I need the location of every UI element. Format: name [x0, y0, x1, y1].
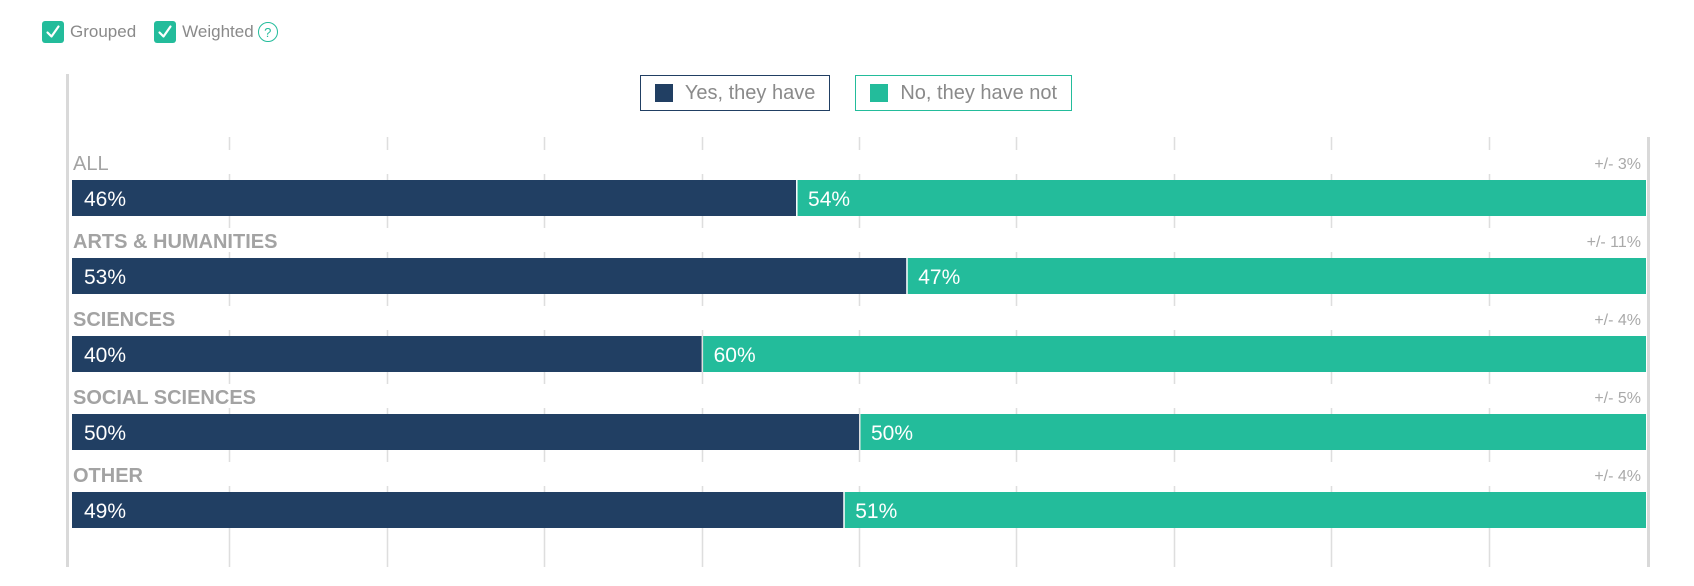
legend-item-no[interactable]: No, they have not: [855, 75, 1073, 111]
bar-yes: [72, 258, 907, 294]
legend-label-no: No, they have not: [900, 81, 1058, 104]
checkmark-icon: [154, 21, 177, 43]
weighted-checkbox[interactable]: Weighted: [154, 21, 254, 43]
bar-value-label-no: 54%: [808, 188, 850, 211]
bar-yes: [72, 492, 844, 528]
bar-value-label-no: 60%: [714, 344, 756, 367]
bar-no: [907, 258, 1646, 294]
margin-of-error-label: +/- 11%: [1587, 234, 1641, 251]
margin-of-error-label: +/- 4%: [1594, 468, 1641, 485]
bar-yes: [72, 336, 702, 372]
bar-value-label-no: 47%: [918, 266, 960, 289]
category-label: ALL: [73, 153, 109, 175]
category-label: ARTS & HUMANITIES: [73, 231, 277, 253]
chart-frame-left: [66, 74, 69, 567]
bar-yes: [72, 180, 797, 216]
margin-of-error-label: +/- 4%: [1594, 312, 1641, 329]
bar-value-label-yes: 53%: [84, 266, 126, 289]
category-label-band: [72, 384, 1646, 408]
bar-value-label-yes: 40%: [84, 344, 126, 367]
category-label: OTHER: [73, 465, 144, 487]
category-label-band: [72, 306, 1646, 330]
bar-value-label-no: 51%: [855, 500, 897, 523]
margin-of-error-label: +/- 3%: [1594, 156, 1641, 173]
bar-value-label-yes: 46%: [84, 188, 126, 211]
chart-frame-right: [1647, 137, 1650, 567]
grouped-label: Grouped: [70, 22, 137, 41]
chart-legend: Yes, they have No, they have not: [0, 75, 1694, 111]
legend-label-yes: Yes, they have: [684, 81, 816, 104]
chart-options: Grouped Weighted ?: [42, 20, 278, 44]
grouped-checkbox[interactable]: Grouped: [42, 21, 136, 43]
legend-swatch-yes: [654, 84, 673, 102]
bar-no: [703, 336, 1646, 372]
bar-no: [797, 180, 1646, 216]
category-label-band: [72, 150, 1646, 174]
category-label: SCIENCES: [73, 309, 175, 331]
bar-value-label-yes: 50%: [84, 422, 126, 445]
bar-yes: [72, 414, 859, 450]
legend-swatch-no: [870, 84, 889, 102]
category-label: SOCIAL SCIENCES: [73, 387, 256, 409]
category-label-band: [72, 228, 1646, 252]
category-label-band: [72, 462, 1646, 486]
help-icon[interactable]: ?: [257, 22, 278, 42]
legend-item-yes[interactable]: Yes, they have: [639, 75, 831, 111]
checkmark-icon: [42, 21, 64, 43]
weighted-label: Weighted: [182, 22, 254, 41]
bar-value-label-no: 50%: [871, 422, 913, 445]
bar-value-label-yes: 49%: [84, 500, 126, 523]
margin-of-error-label: +/- 5%: [1594, 390, 1641, 407]
bar-no: [860, 414, 1646, 450]
bar-no: [844, 492, 1646, 528]
